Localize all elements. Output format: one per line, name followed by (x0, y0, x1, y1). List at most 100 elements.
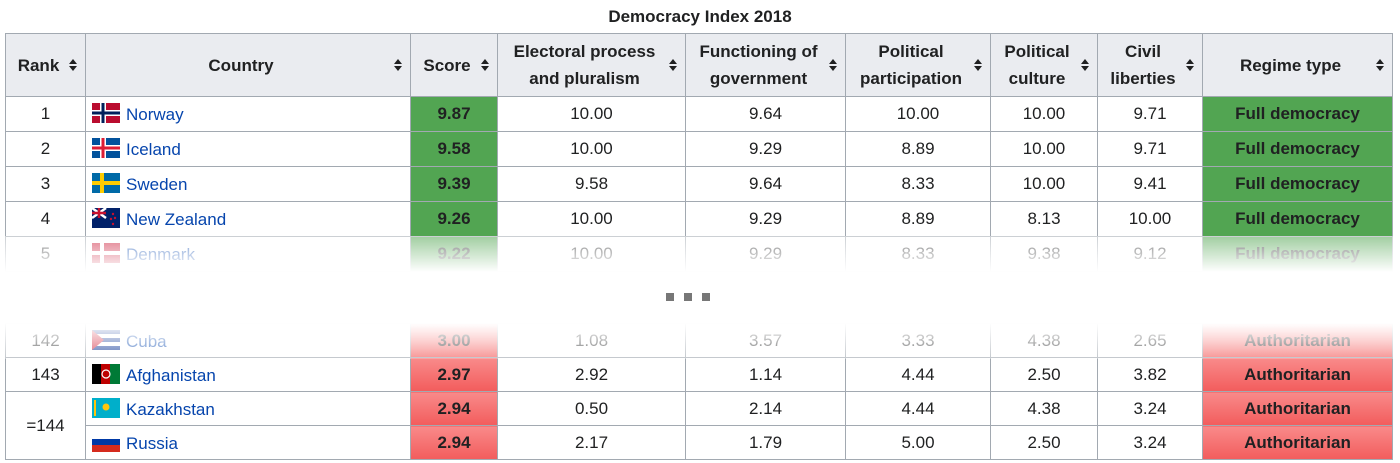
rank-cell: 143 (5, 357, 86, 392)
functioning-cell: 9.64 (685, 96, 846, 132)
electoral-cell: 2.92 (497, 357, 686, 392)
regime-cell: Authoritarian (1202, 357, 1393, 392)
score-cell: 2.94 (410, 391, 498, 426)
country-cell[interactable]: Afghanistan (85, 357, 411, 392)
country-name: Kazakhstan (126, 399, 215, 419)
score-cell: 9.39 (410, 166, 498, 202)
culture-cell: 2.50 (990, 425, 1098, 460)
regime-cell: Full democracy (1202, 166, 1393, 202)
country-name: Russia (126, 433, 178, 453)
electoral-cell: 2.17 (497, 425, 686, 460)
column-header: Political culture (990, 33, 1098, 97)
regime-cell: Authoritarian (1202, 425, 1393, 460)
electoral-cell: 9.58 (497, 166, 686, 202)
country-name: Afghanistan (126, 365, 216, 385)
liberties-cell: 10.00 (1097, 201, 1203, 237)
column-header: Political participation (845, 33, 991, 97)
participation-cell: 4.44 (845, 357, 991, 392)
fade-out (0, 236, 1400, 272)
table-row: 3 Sweden 9.39 9.58 9.64 8.33 10.00 9.41 Full dem… (5, 166, 1393, 202)
ellipsis-dot (666, 293, 674, 301)
participation-cell: 8.89 (845, 201, 991, 237)
electoral-cell: 10.00 (497, 96, 686, 132)
regime-cell: Full democracy (1202, 96, 1393, 132)
culture-cell: 10.00 (990, 131, 1098, 167)
culture-cell: 2.50 (990, 357, 1098, 392)
culture-cell: 4.38 (990, 391, 1098, 426)
functioning-cell: 2.14 (685, 391, 846, 426)
column-header: Functioning of government (685, 33, 846, 97)
electoral-cell: 0.50 (497, 391, 686, 426)
column-header: Regime type (1202, 33, 1393, 97)
country-name: New Zealand (126, 210, 227, 229)
rank-cell: =144 (5, 391, 86, 460)
table-top: Rank Country Score Electoral process and pl… (5, 33, 1393, 272)
score-cell: 2.94 (410, 425, 498, 460)
participation-cell: 8.89 (845, 131, 991, 167)
liberties-cell: 3.24 (1097, 391, 1203, 426)
regime-cell: Authoritarian (1202, 391, 1393, 426)
culture-cell: 8.13 (990, 201, 1098, 237)
header-row: Rank Country Score Electoral process and pl… (5, 33, 1393, 97)
country-cell[interactable]: Norway (85, 96, 411, 132)
functioning-cell: 9.29 (685, 131, 846, 167)
table-row: =144 Kazakhstan 2.94 0.50 2.14 4.44 4.38 3.24 Au… (5, 391, 1393, 460)
table-row: 1 Norway 9.87 10.00 9.64 10.00 10.00 9.71 Full d… (5, 96, 1393, 132)
country-cell[interactable]: Sweden (85, 166, 411, 202)
liberties-cell: 9.71 (1097, 96, 1203, 132)
column-header: Country (85, 33, 411, 97)
functioning-cell: 9.29 (685, 201, 846, 237)
score-cell: 9.87 (410, 96, 498, 132)
flag-icon (92, 363, 120, 384)
culture-cell: 10.00 (990, 166, 1098, 202)
flag-icon (91, 206, 120, 228)
rank-cell: 3 (5, 166, 86, 202)
column-header: Electoral process and pluralism (497, 33, 686, 97)
country-cell[interactable]: New Zealand (85, 201, 411, 237)
liberties-cell: 3.24 (1097, 425, 1203, 460)
electoral-cell: 10.00 (497, 131, 686, 167)
culture-cell: 10.00 (990, 96, 1098, 132)
ellipsis-dot (684, 293, 692, 301)
participation-cell: 10.00 (845, 96, 991, 132)
table-row: 143 Afghanistan 2.97 2.92 1.14 4.44 2.50 3.82 Au… (5, 357, 1393, 392)
regime-cell: Full democracy (1202, 131, 1393, 167)
functioning-cell: 1.79 (685, 425, 846, 460)
flag-icon (92, 138, 120, 158)
rank-cell: 2 (5, 131, 86, 167)
participation-cell: 5.00 (845, 425, 991, 460)
country-cell[interactable]: Kazakhstan (85, 391, 411, 426)
country-name: Sweden (126, 175, 188, 194)
rank-cell: 1 (5, 96, 86, 132)
liberties-cell: 3.82 (1097, 357, 1203, 392)
country-cell[interactable]: Iceland (85, 131, 411, 167)
fade-in (0, 323, 1400, 359)
regime-cell: Full democracy (1202, 201, 1393, 237)
functioning-cell: 1.14 (685, 357, 846, 392)
country-name: Norway (126, 105, 184, 124)
ellipsis-dot (702, 293, 710, 301)
column-header: Score (410, 33, 498, 97)
participation-cell: 4.44 (845, 391, 991, 426)
flag-icon (92, 173, 120, 193)
gap (0, 272, 1400, 323)
liberties-cell: 9.71 (1097, 131, 1203, 167)
score-cell: 2.97 (410, 357, 498, 392)
score-cell: 9.26 (410, 201, 498, 237)
column-header: Rank (5, 33, 86, 97)
country-cell[interactable]: Russia (85, 425, 411, 460)
electoral-cell: 10.00 (497, 201, 686, 237)
flag-icon (92, 431, 120, 452)
table-row: 2 Iceland 9.58 10.00 9.29 8.89 10.00 9.71 Full d… (5, 131, 1393, 167)
liberties-cell: 9.41 (1097, 166, 1203, 202)
table-title: Democracy Index 2018 (608, 7, 792, 26)
rank-cell: 4 (5, 201, 86, 237)
participation-cell: 8.33 (845, 166, 991, 202)
table-row: 4 New Zealand 9.26 10.00 9.29 8.89 8.13 10.00 Fu… (5, 201, 1393, 237)
flag-icon (92, 103, 120, 123)
score-cell: 9.58 (410, 131, 498, 167)
functioning-cell: 9.64 (685, 166, 846, 202)
column-header: Civil liberties (1097, 33, 1203, 97)
country-name: Iceland (126, 140, 181, 159)
